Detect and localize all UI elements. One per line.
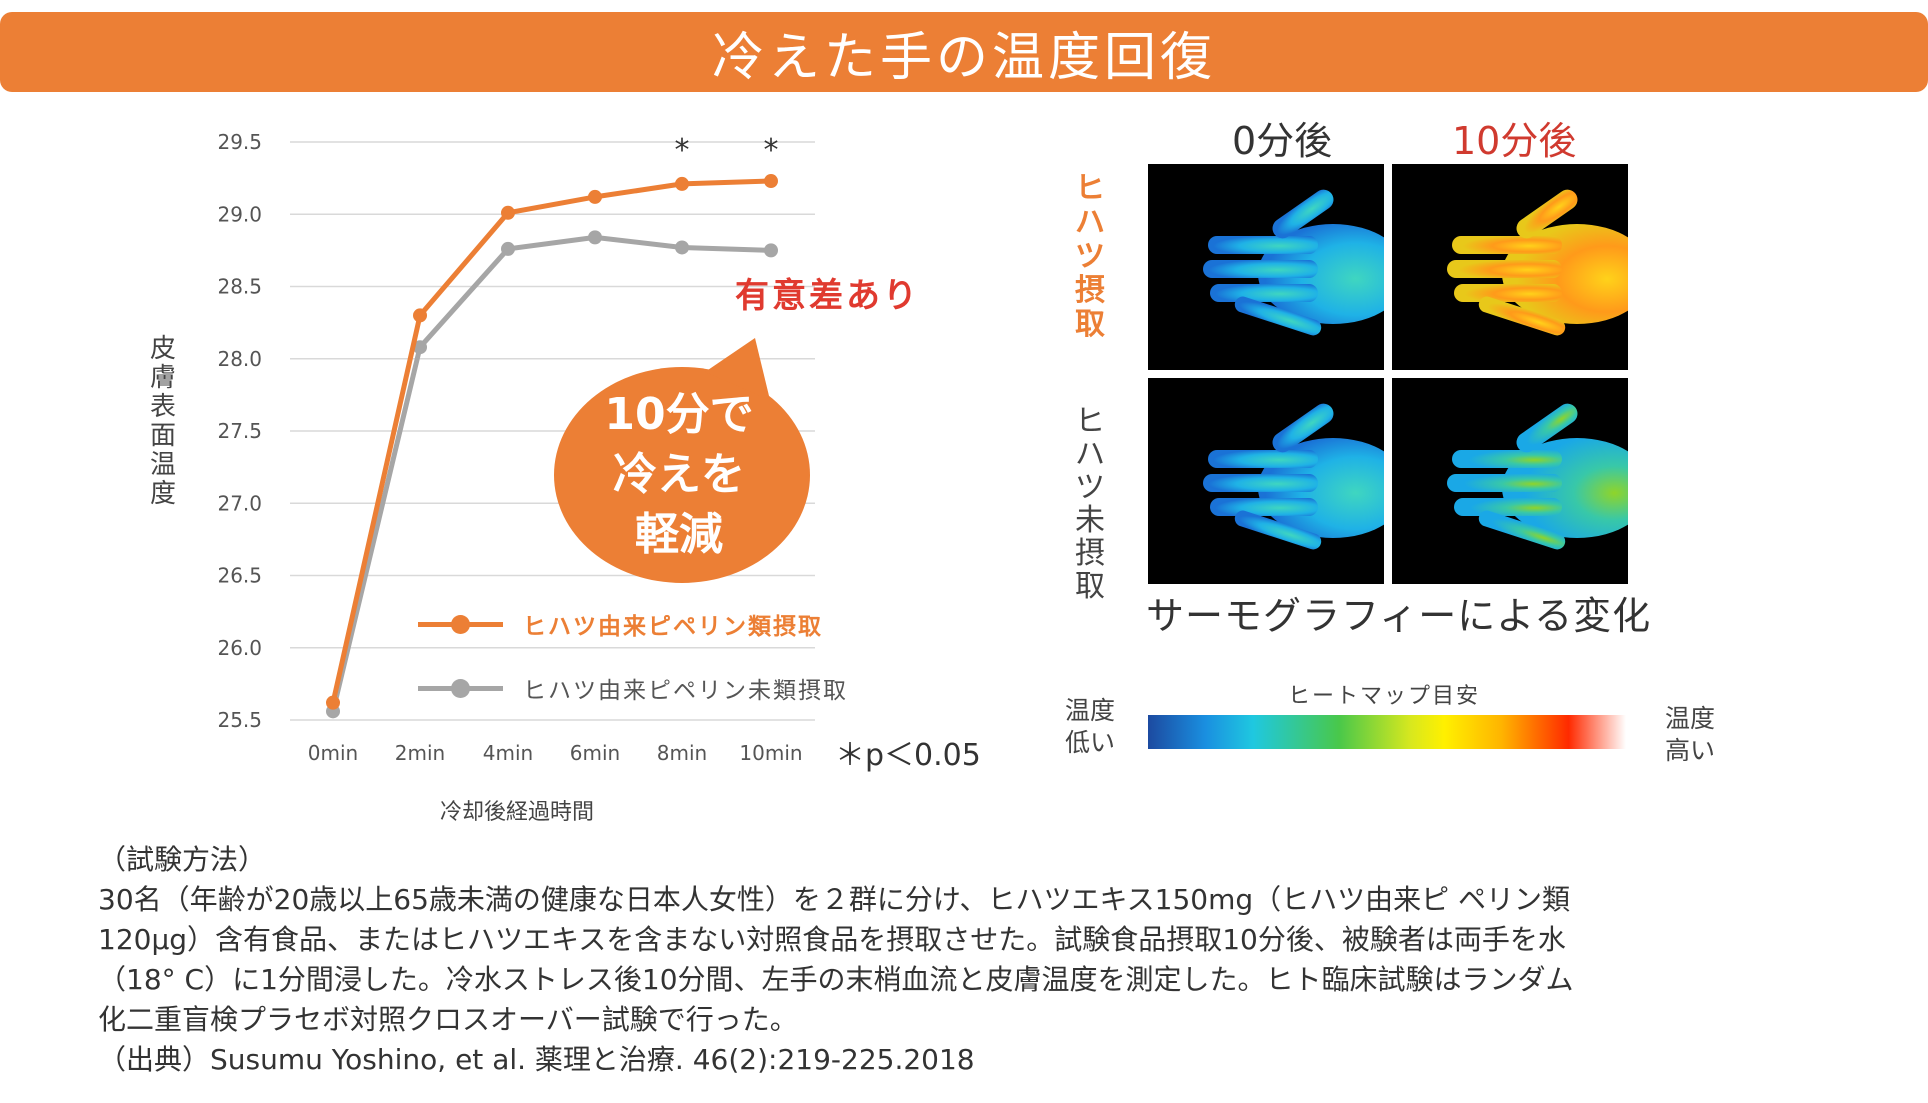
heatmap-high-line: 高い	[1665, 736, 1716, 765]
heatmap-high-line: 温度	[1665, 704, 1716, 733]
data-point	[675, 176, 689, 191]
y-tick-label: 29.5	[217, 130, 262, 154]
x-tick-label: 10min	[739, 741, 802, 765]
data-point	[413, 308, 427, 323]
method-line: （試験方法）	[98, 843, 267, 876]
y-tick-label: 27.5	[217, 419, 262, 443]
series-line	[330, 234, 772, 712]
x-axis-label: 冷却後経過時間	[440, 800, 595, 825]
row-header-taken: ヒハツ摂取	[1075, 171, 1105, 342]
series-line	[330, 178, 772, 704]
heatmap-low-label: 温度 低い	[1065, 695, 1115, 759]
y-tick-label: 25.5	[217, 708, 262, 732]
legend-item-not-taken: ヒハツ由来ピペリン未類摂取	[418, 669, 848, 707]
y-tick-label: 29.0	[217, 202, 262, 226]
page-title: 冷えた手の温度回復	[711, 27, 1216, 88]
column-header-0min: 0分後	[1232, 119, 1333, 163]
data-point	[588, 189, 602, 204]
callout-line: 冷えを	[613, 449, 745, 500]
method-line: 化二重盲検プラセボ対照クロスオーバー試験で行った。	[98, 1003, 798, 1036]
column-header-10min: 10分後	[1452, 119, 1577, 163]
legend-label-not-taken: ヒハツ由来ピペリン未類摂取	[523, 678, 848, 704]
chart-legend: ヒハツ由来ピペリン類摂取 ヒハツ由来ピペリン未類摂取	[418, 605, 848, 733]
data-point	[501, 205, 515, 220]
callout-text: 10分で 冷えを 軽減	[548, 385, 810, 565]
y-tick-label: 28.0	[217, 347, 262, 371]
title-banner: 冷えた手の温度回復	[0, 12, 1928, 92]
x-tick-label: 8min	[657, 741, 707, 765]
method-line: （出典）Susumu Yoshino, et al. 薬理と治療. 46(2):…	[98, 1043, 975, 1076]
data-point	[764, 243, 778, 258]
method-line: （18° C）に1分間浸した。冷水ストレス後10分間、左手の末梢血流と皮膚温度を…	[98, 963, 1574, 996]
heatmap-low-line: 温度	[1065, 696, 1116, 725]
significance-annotation: 有意差あり	[735, 276, 920, 316]
callout-line: 軽減	[635, 509, 723, 560]
heatmap-low-line: 低い	[1065, 728, 1116, 757]
thermo-image-not-taken-0min	[1148, 378, 1384, 584]
y-tick-label: 26.0	[217, 636, 262, 660]
thermo-image-not-taken-10min	[1392, 378, 1628, 584]
x-tick-label: 0min	[308, 741, 358, 765]
legend-item-taken: ヒハツ由来ピペリン類摂取	[418, 605, 848, 643]
y-tick-label: 28.5	[217, 275, 262, 299]
line-chart: 29.5 29.0 28.5 28.0 27.5 27.0 26.5 26.0 25.5 0mi…	[217, 130, 815, 765]
heatmap-color-scale	[1148, 715, 1626, 749]
y-tick-label: 26.5	[217, 564, 262, 588]
heatmap-title: ヒートマップ目安	[1288, 684, 1481, 709]
significance-mark: *	[675, 133, 690, 168]
method-description: （試験方法） 30名（年齢が20歳以上65歳未満の健康な日本人女性）を２群に分け…	[98, 840, 1858, 1080]
data-point	[501, 241, 515, 256]
y-axis-label: 皮膚表面温度	[149, 334, 176, 509]
y-tick-label: 27.0	[217, 491, 262, 515]
legend-swatch-taken	[418, 614, 503, 634]
x-tick-label: 4min	[483, 741, 533, 765]
method-line: 120μg）含有食品、またはヒハツエキスを含まない対照食品を摂取させた。試験食品…	[98, 923, 1566, 956]
data-point	[764, 174, 778, 189]
callout-tail	[705, 338, 770, 400]
data-point	[326, 695, 340, 710]
callout-line: 10分で	[604, 389, 754, 440]
thermo-image-taken-10min	[1392, 164, 1628, 370]
method-line: 30名（年齢が20歳以上65歳未満の健康な日本人女性）を２群に分け、ヒハツエキス…	[98, 883, 1571, 916]
significance-mark: *	[764, 133, 779, 168]
legend-swatch-not-taken	[418, 678, 503, 698]
thermo-image-taken-0min	[1148, 164, 1384, 370]
x-tick-label: 2min	[395, 741, 445, 765]
x-tick-label: 6min	[570, 741, 620, 765]
data-point	[675, 240, 689, 255]
data-point	[413, 340, 427, 355]
thermography-caption: サーモグラフィーによる変化	[1146, 594, 1652, 638]
heatmap-high-label: 温度 高い	[1665, 703, 1715, 767]
row-header-not-taken: ヒハツ未摂取	[1075, 404, 1105, 604]
callout-bubble	[554, 367, 810, 583]
p-value-note: ＊p＜0.05	[835, 738, 981, 773]
data-point	[588, 230, 602, 245]
legend-label-taken: ヒハツ由来ピペリン類摂取	[523, 614, 823, 640]
